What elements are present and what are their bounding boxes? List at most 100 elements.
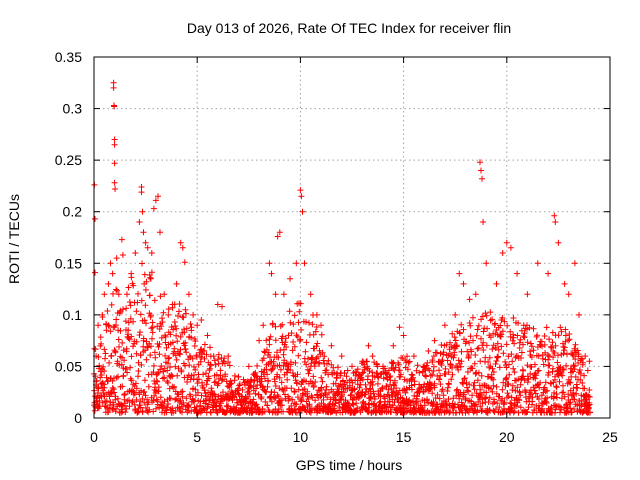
data-point — [507, 399, 514, 406]
data-point — [490, 382, 497, 389]
data-point — [556, 403, 563, 410]
data-point — [262, 375, 268, 382]
data-point — [561, 280, 568, 287]
data-point — [250, 396, 257, 403]
data-point — [422, 372, 428, 379]
data-point — [359, 370, 366, 377]
data-point — [287, 319, 294, 326]
data-point — [157, 229, 163, 236]
data-point — [558, 395, 565, 402]
data-point — [431, 337, 438, 344]
data-point — [567, 379, 574, 386]
data-point — [439, 386, 446, 393]
data-point — [432, 395, 439, 401]
data-point — [427, 372, 434, 379]
data-point — [272, 291, 279, 298]
data-point — [101, 368, 108, 374]
data-point — [284, 366, 291, 373]
data-point — [215, 351, 222, 358]
data-point — [326, 389, 332, 396]
data-point — [584, 367, 591, 374]
data-point — [436, 367, 442, 374]
data-point — [221, 360, 228, 367]
x-tick-label: 10 — [293, 429, 309, 445]
data-point — [161, 374, 168, 381]
data-point — [423, 373, 430, 380]
data-point — [496, 404, 503, 411]
data-point — [276, 362, 283, 369]
data-point — [560, 382, 566, 389]
data-point — [159, 375, 166, 382]
data-point — [561, 347, 568, 354]
data-point — [204, 332, 211, 339]
data-point — [509, 337, 516, 344]
data-point — [396, 367, 403, 374]
data-point — [424, 396, 431, 403]
data-point — [148, 343, 154, 350]
data-point — [150, 369, 157, 376]
data-point — [541, 341, 548, 348]
data-point — [279, 333, 286, 340]
data-point — [458, 399, 465, 406]
data-point — [109, 377, 116, 384]
data-point — [471, 379, 478, 386]
data-point — [247, 384, 254, 391]
data-point — [489, 346, 496, 353]
y-tick-label: 0 — [74, 410, 82, 426]
data-point — [258, 378, 265, 385]
data-point — [467, 333, 474, 340]
data-point — [135, 290, 141, 297]
data-point — [288, 330, 295, 337]
data-point — [156, 341, 163, 348]
data-point — [479, 407, 486, 414]
data-point — [181, 342, 188, 349]
data-point — [347, 392, 354, 399]
data-point — [452, 337, 459, 344]
data-point — [546, 353, 553, 360]
data-point — [389, 360, 396, 367]
data-point — [552, 402, 559, 409]
data-point — [577, 406, 583, 413]
data-point — [169, 301, 176, 308]
data-point — [128, 270, 135, 277]
data-point — [325, 357, 332, 364]
data-point — [511, 408, 518, 415]
data-point — [416, 369, 423, 376]
data-point — [173, 356, 180, 363]
data-point — [280, 408, 287, 415]
data-point — [472, 352, 479, 358]
data-point — [574, 347, 581, 354]
data-point — [173, 325, 180, 332]
data-point — [269, 366, 276, 373]
data-point — [478, 335, 484, 342]
y-axis-label: ROTI / TECUs — [6, 194, 22, 284]
data-point — [383, 383, 390, 390]
data-point — [494, 400, 501, 407]
data-point — [393, 385, 400, 392]
data-point — [142, 347, 149, 354]
data-point — [137, 311, 144, 318]
data-point — [515, 320, 522, 327]
data-point — [195, 361, 202, 368]
data-point — [265, 349, 272, 356]
data-point — [444, 357, 451, 364]
data-point — [480, 219, 487, 225]
data-point — [156, 351, 163, 358]
data-point — [113, 316, 120, 323]
data-point — [140, 337, 147, 344]
data-point — [424, 359, 431, 366]
data-point — [148, 325, 155, 332]
data-point — [570, 391, 577, 398]
data-point — [130, 318, 137, 325]
data-point — [113, 374, 120, 381]
data-point — [501, 399, 508, 406]
data-point — [550, 354, 557, 361]
data-point — [217, 392, 224, 399]
data-point — [165, 355, 172, 362]
data-point — [344, 367, 351, 374]
data-point — [128, 377, 135, 384]
data-point — [109, 270, 116, 277]
data-point — [123, 405, 130, 412]
data-point — [487, 309, 494, 316]
data-point — [303, 319, 309, 325]
